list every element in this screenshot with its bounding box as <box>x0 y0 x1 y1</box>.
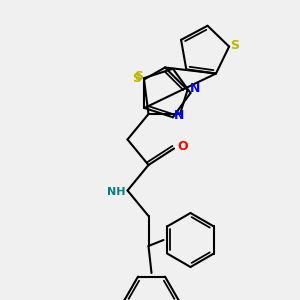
Text: S: S <box>134 70 143 83</box>
Text: O: O <box>177 140 188 154</box>
Text: S: S <box>230 39 239 52</box>
Text: NH: NH <box>107 187 125 197</box>
Text: N: N <box>190 82 200 95</box>
Text: N: N <box>174 109 184 122</box>
Text: S: S <box>132 71 141 85</box>
